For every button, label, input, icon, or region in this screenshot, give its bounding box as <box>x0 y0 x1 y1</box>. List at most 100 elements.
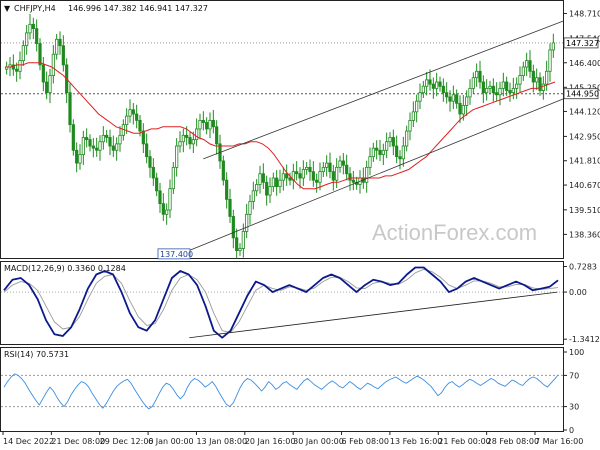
candle-body <box>188 137 192 145</box>
candle-body <box>285 173 289 179</box>
candle-body <box>18 60 22 72</box>
candle-body <box>341 160 345 166</box>
current-price-tag-box <box>563 37 599 49</box>
candle-body <box>41 64 45 83</box>
candle-body <box>58 38 62 47</box>
candle-body <box>198 119 202 130</box>
rsi-line <box>3 373 559 410</box>
candle-body <box>61 45 65 66</box>
candle-body <box>315 179 319 183</box>
candle-body <box>528 60 532 72</box>
macd-signal-line <box>3 268 559 333</box>
candle-body <box>498 87 502 96</box>
x-tick-label: 7 Mar 16:00 <box>535 437 583 446</box>
price-y-tick-label: 148.710 <box>569 9 600 18</box>
candle-body <box>445 92 449 98</box>
x-tick-label: 6 Feb 08:00 <box>342 437 389 446</box>
candle-body <box>88 139 92 147</box>
candle-body <box>391 137 395 147</box>
candle-body <box>368 156 372 168</box>
candle-body <box>221 160 225 181</box>
candle-body <box>161 203 165 215</box>
candle-body <box>431 83 435 89</box>
candle-body <box>148 156 152 168</box>
candle-body <box>435 81 439 89</box>
rsi-panel-frame <box>0 347 564 432</box>
candle-body <box>55 38 59 55</box>
candle-body <box>415 100 419 113</box>
candle-body <box>181 134 185 143</box>
level-tag: 144.950 <box>566 90 599 99</box>
candle-body <box>101 134 105 143</box>
candle-body <box>78 154 82 164</box>
candle-body <box>115 143 119 151</box>
candle-body <box>175 145 179 168</box>
candle-body <box>185 134 189 138</box>
candle-body <box>51 53 55 76</box>
header-arrow-icon: ▼ <box>4 4 11 13</box>
symbol-label: CHFJPY,H4 <box>14 4 56 13</box>
x-tick-label: 13 Jan 08:00 <box>196 437 247 446</box>
candle-body <box>381 149 385 155</box>
candle-body <box>235 237 239 251</box>
candle-body <box>541 83 545 91</box>
candle-body <box>191 139 195 145</box>
candle-body <box>501 81 505 89</box>
candle-body <box>335 166 339 181</box>
price-layer: 137.400 <box>1 13 564 260</box>
candle-body <box>301 169 305 179</box>
candle-body <box>495 92 499 96</box>
candle-body <box>251 190 255 202</box>
candle-body <box>35 28 39 44</box>
candle-body <box>211 119 215 128</box>
candle-body <box>288 177 292 181</box>
candle-body <box>338 160 342 168</box>
macd-panel: MACD(12,26,9) 0.3360 0.1284 0.7283 0.00 -1… <box>0 261 600 345</box>
candle-body <box>38 43 42 66</box>
candle-body <box>318 171 322 183</box>
candle-body <box>455 94 459 104</box>
candle-body <box>228 198 232 217</box>
candle-body <box>261 173 265 183</box>
candle-body <box>71 124 75 151</box>
candle-body <box>31 23 35 30</box>
candle-body <box>118 134 122 145</box>
candle-body <box>395 145 399 158</box>
candle-body <box>131 109 135 115</box>
candle-body <box>308 166 312 173</box>
candle-body <box>255 184 259 192</box>
candle-body <box>428 79 432 85</box>
candle-body <box>45 81 49 94</box>
candle-body <box>278 179 282 187</box>
candle-body <box>155 177 159 192</box>
candle-body <box>258 173 262 185</box>
macd-main-line <box>3 266 559 339</box>
candle-body <box>518 75 522 85</box>
candle-body <box>158 190 162 205</box>
candle-body <box>138 119 142 132</box>
candle-body <box>208 119 212 130</box>
price-y-tick-label: 142.950 <box>569 132 600 141</box>
candle-body <box>295 171 299 175</box>
candle-body <box>488 85 492 89</box>
rsi-layer <box>1 373 563 410</box>
candle-body <box>551 42 555 51</box>
candle-body <box>85 137 89 141</box>
candle-body <box>515 83 519 89</box>
macd-title: MACD(12,26,9) 0.3360 0.1284 <box>4 264 126 273</box>
candle-body <box>268 186 272 196</box>
candle-body <box>135 113 139 121</box>
watermark: ActionForex.com <box>372 220 537 245</box>
candle-body <box>108 137 112 147</box>
candle-body <box>171 166 175 190</box>
candle-body <box>298 173 302 179</box>
candle-body <box>448 96 452 102</box>
candle-body <box>231 216 235 239</box>
candle-body <box>245 213 249 232</box>
x-tick-label: 21 Dec 08:00 <box>51 437 105 446</box>
candle-body <box>521 66 525 76</box>
candle-body <box>328 162 332 173</box>
candle-body <box>538 77 542 91</box>
price-y-tick-label: 144.120 <box>569 107 600 116</box>
